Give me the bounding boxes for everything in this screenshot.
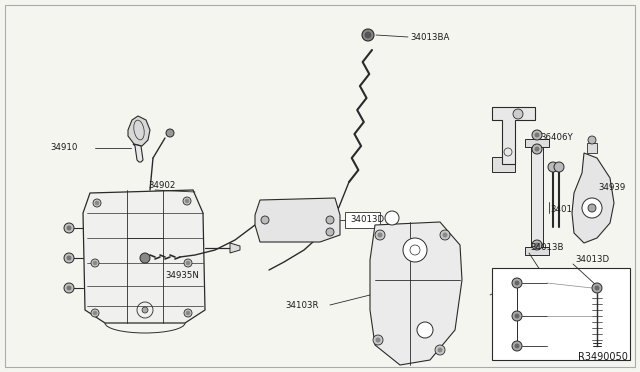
Circle shape	[186, 261, 190, 265]
Circle shape	[512, 311, 522, 321]
Circle shape	[373, 335, 383, 345]
Circle shape	[185, 199, 189, 203]
Circle shape	[95, 201, 99, 205]
Circle shape	[67, 256, 71, 260]
Circle shape	[365, 32, 371, 38]
Circle shape	[535, 147, 539, 151]
Circle shape	[326, 228, 334, 236]
Circle shape	[67, 226, 71, 230]
Text: 34910: 34910	[50, 144, 77, 153]
Circle shape	[91, 309, 99, 317]
Circle shape	[417, 322, 433, 338]
Text: 34902: 34902	[148, 180, 175, 189]
Circle shape	[535, 243, 539, 247]
Circle shape	[140, 253, 150, 263]
Circle shape	[515, 281, 519, 285]
Circle shape	[532, 240, 542, 250]
Polygon shape	[230, 243, 240, 253]
Text: R3490050: R3490050	[578, 352, 628, 362]
Circle shape	[595, 286, 599, 290]
Text: 34013BA: 34013BA	[410, 32, 449, 42]
Polygon shape	[255, 198, 340, 242]
Polygon shape	[83, 190, 205, 323]
Circle shape	[554, 162, 564, 172]
Text: 34013A: 34013A	[550, 205, 584, 215]
Text: 34013D: 34013D	[575, 256, 609, 264]
Circle shape	[186, 311, 190, 315]
Circle shape	[93, 311, 97, 315]
Circle shape	[378, 233, 382, 237]
Polygon shape	[492, 157, 515, 172]
Polygon shape	[128, 116, 150, 146]
Circle shape	[64, 253, 74, 263]
Circle shape	[513, 109, 523, 119]
Text: 34935N: 34935N	[165, 270, 199, 279]
Circle shape	[588, 136, 596, 144]
Polygon shape	[492, 107, 535, 164]
Polygon shape	[345, 212, 380, 228]
Circle shape	[93, 261, 97, 265]
Circle shape	[93, 199, 101, 207]
Polygon shape	[572, 153, 614, 243]
Circle shape	[385, 211, 399, 225]
Text: 34013D: 34013D	[350, 215, 384, 224]
Polygon shape	[587, 143, 597, 153]
Circle shape	[375, 230, 385, 240]
Bar	[492, 268, 630, 360]
Circle shape	[588, 204, 596, 212]
Polygon shape	[370, 222, 462, 365]
Circle shape	[362, 29, 374, 41]
Polygon shape	[133, 144, 143, 162]
Circle shape	[184, 309, 192, 317]
Circle shape	[515, 314, 519, 318]
Circle shape	[548, 162, 558, 172]
Circle shape	[261, 216, 269, 224]
Circle shape	[582, 198, 602, 218]
Circle shape	[326, 216, 334, 224]
Circle shape	[376, 338, 380, 342]
Circle shape	[532, 144, 542, 154]
Circle shape	[64, 283, 74, 293]
Circle shape	[512, 341, 522, 351]
Circle shape	[435, 345, 445, 355]
Circle shape	[166, 129, 174, 137]
Polygon shape	[525, 139, 549, 147]
Circle shape	[67, 286, 71, 290]
Circle shape	[535, 133, 539, 137]
Text: 34013B: 34013B	[530, 244, 563, 253]
Polygon shape	[531, 142, 543, 252]
Circle shape	[403, 238, 427, 262]
Circle shape	[512, 278, 522, 288]
Circle shape	[142, 307, 148, 313]
Circle shape	[438, 348, 442, 352]
Circle shape	[440, 230, 450, 240]
Circle shape	[183, 197, 191, 205]
Circle shape	[532, 130, 542, 140]
Text: 34103R: 34103R	[285, 301, 319, 310]
Circle shape	[64, 223, 74, 233]
Polygon shape	[525, 247, 549, 255]
Circle shape	[592, 283, 602, 293]
Circle shape	[91, 259, 99, 267]
Circle shape	[184, 259, 192, 267]
Text: 34939: 34939	[598, 183, 625, 192]
Circle shape	[515, 344, 519, 348]
Text: 36406Y: 36406Y	[540, 134, 573, 142]
Circle shape	[443, 233, 447, 237]
